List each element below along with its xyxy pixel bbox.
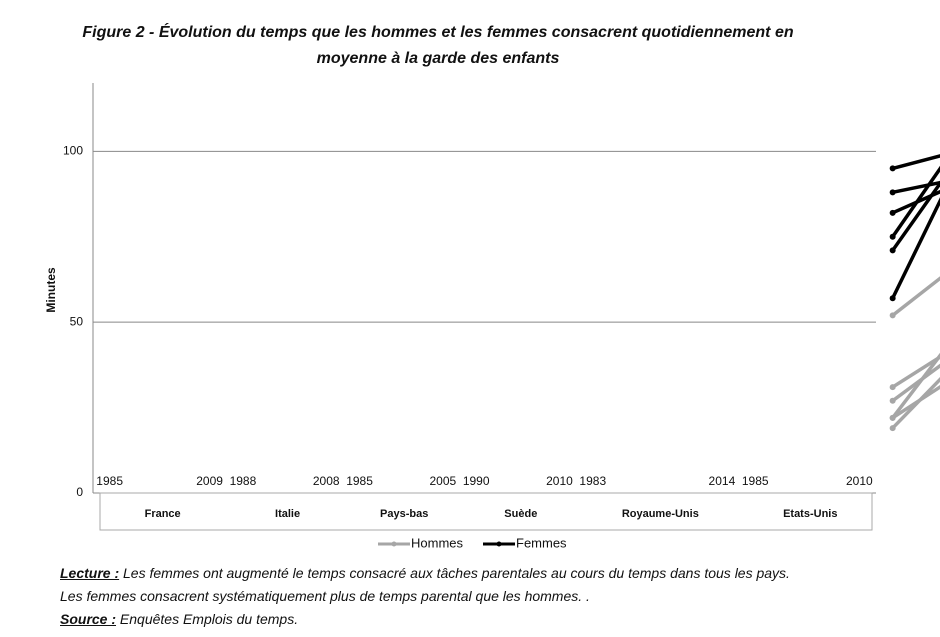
legend-marker xyxy=(391,541,397,547)
note-label: Lecture : xyxy=(60,565,120,581)
point xyxy=(889,189,896,196)
series-line xyxy=(891,354,940,389)
series-line xyxy=(891,189,940,215)
legend-marker xyxy=(496,541,502,547)
series-line xyxy=(891,197,940,300)
note-line: Lecture : Les femmes ont augmenté le tem… xyxy=(60,562,790,585)
point xyxy=(889,425,896,432)
chart: Minutes 0 50 100 France 1985 2009 Italie 1988 20… xyxy=(44,83,940,550)
point xyxy=(889,295,896,302)
category-label: Pays-bas xyxy=(380,508,428,520)
series-line xyxy=(891,276,940,317)
point xyxy=(889,233,896,240)
legend-label: Femmes xyxy=(516,535,567,550)
series-line xyxy=(892,154,940,171)
point xyxy=(889,384,896,391)
x-tick-label: 1985 xyxy=(96,474,123,488)
x-tick-label: 2008 xyxy=(313,474,340,488)
point xyxy=(889,414,896,421)
series-line xyxy=(891,165,940,238)
category-box xyxy=(99,492,873,531)
y-axis-label: Minutes xyxy=(44,267,58,313)
y-tick-label: 0 xyxy=(76,485,83,499)
category-label: Royaume-Unis xyxy=(622,508,699,520)
x-tick-label: 2014 xyxy=(709,474,736,488)
series-line xyxy=(891,352,940,419)
x-tick-label: 1983 xyxy=(579,474,606,488)
x-tick-label: 2010 xyxy=(546,474,573,488)
category-label: Italie xyxy=(275,508,300,520)
category-label: France xyxy=(145,508,181,520)
series-line xyxy=(891,385,940,420)
x-tick-label: 1988 xyxy=(230,474,257,488)
series-line xyxy=(891,377,940,430)
category-label: Etats-Unis xyxy=(783,508,837,520)
point xyxy=(889,165,896,172)
chart-title: Figure 2 - Évolution du temps que les ho… xyxy=(82,24,794,67)
point xyxy=(889,312,896,319)
x-tick-label: 1985 xyxy=(346,474,373,488)
x-tick-label: 2010 xyxy=(846,474,873,488)
y-tick-label: 50 xyxy=(70,314,84,328)
point xyxy=(889,209,896,216)
series-line xyxy=(892,180,940,195)
x-tick-label: 2009 xyxy=(196,474,223,488)
note-text: Les femmes consacrent systématiquement p… xyxy=(60,588,590,604)
legend-label: Hommes xyxy=(411,535,464,550)
series-line xyxy=(891,363,940,403)
series-line xyxy=(891,180,940,252)
point xyxy=(889,247,896,254)
note-text: Enquêtes Emplois du temps. xyxy=(119,611,299,627)
note-label: Source : xyxy=(60,611,117,627)
x-tick-label: 1985 xyxy=(742,474,769,488)
note-text: Les femmes ont augmenté le temps consacr… xyxy=(123,565,790,581)
note-line: Source : Enquêtes Emplois du temps. xyxy=(60,608,790,631)
point xyxy=(889,397,896,404)
x-tick-label: 2005 xyxy=(429,474,456,488)
y-tick-label: 100 xyxy=(63,144,83,158)
category-label: Suède xyxy=(504,508,537,520)
notes: Lecture : Les femmes ont augmenté le tem… xyxy=(60,562,790,631)
x-tick-label: 1990 xyxy=(463,474,490,488)
